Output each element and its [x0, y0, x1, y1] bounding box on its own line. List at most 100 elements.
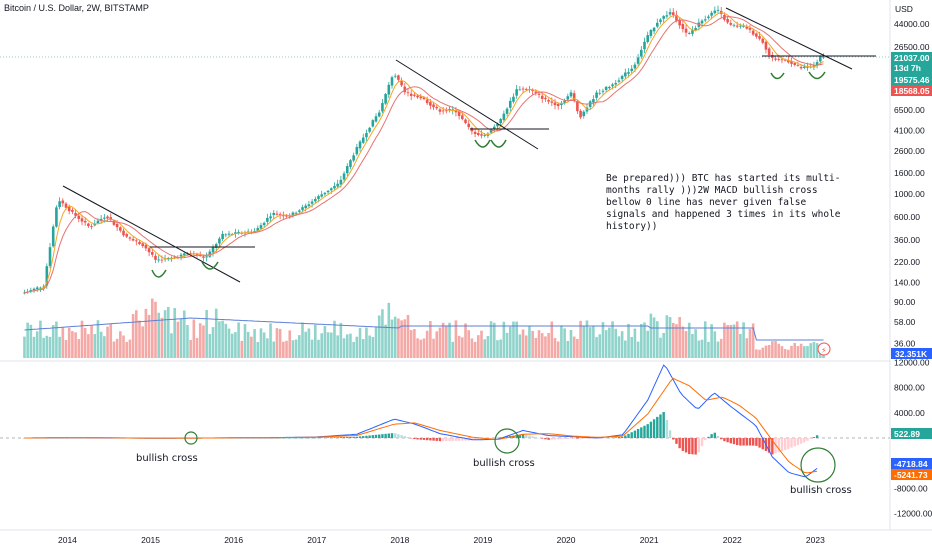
macd-hist-bar — [400, 435, 403, 438]
macd-hist-bar — [368, 435, 371, 438]
macd-hist-bar — [553, 438, 557, 440]
volume-bar — [636, 341, 640, 358]
candle-body — [294, 212, 298, 214]
volume-bar — [528, 325, 531, 358]
volume-bar — [560, 325, 563, 358]
candle-body — [262, 222, 266, 226]
candle-body — [390, 77, 394, 86]
alert-icon-glyph[interactable]: ⚡ — [821, 346, 827, 355]
price-tick-label: 90.00 — [894, 297, 916, 307]
volume-bar — [42, 337, 45, 358]
volume-bar — [106, 326, 109, 358]
candle-body — [87, 223, 90, 227]
macd-hist-bar — [432, 438, 435, 441]
note-line-2: months rally )))2W MACD bullish cross — [606, 185, 818, 196]
volume-bar — [473, 341, 477, 358]
macd-hist-bar — [694, 438, 697, 455]
candle-body — [342, 173, 346, 180]
candle-body — [339, 179, 343, 185]
macd-hist-bar — [381, 434, 384, 438]
volume-bar — [739, 333, 742, 358]
last-price-tag — [891, 52, 932, 74]
volume-bar — [288, 330, 292, 358]
volume-bar — [291, 340, 295, 358]
candle-body — [352, 155, 355, 161]
time-tick-label: 2018 — [390, 535, 409, 545]
macd-hist-bar — [473, 438, 477, 441]
volume-bar — [572, 336, 576, 358]
candle-body — [432, 104, 435, 108]
macd-hist-bar — [330, 437, 333, 438]
candle-body — [400, 81, 403, 86]
macd-hist-bar — [550, 438, 554, 440]
macd-hist-bar — [569, 438, 573, 439]
macd-hist-bar — [435, 438, 438, 441]
candle-body — [636, 57, 640, 64]
volume-bar — [77, 339, 81, 358]
volume-bar — [534, 337, 538, 358]
cross-circle-1 — [184, 431, 198, 445]
candle-body — [643, 41, 646, 50]
candle-body — [755, 33, 758, 37]
ma-tag-1 — [891, 74, 932, 85]
candle-body — [655, 22, 659, 27]
candle-body — [547, 99, 550, 102]
volume-bar — [230, 333, 234, 358]
volume-bar — [576, 338, 579, 358]
candle-body — [35, 287, 39, 290]
volume-bar — [601, 322, 605, 358]
candle-body — [67, 206, 71, 212]
candle-body — [266, 217, 269, 222]
last-price-tag-text: 21037.00 — [894, 53, 930, 63]
candle-body — [119, 227, 122, 231]
cross-circle-3 — [800, 447, 836, 483]
macd-hist-bar — [390, 433, 394, 438]
candle-body — [272, 212, 276, 216]
candle-body — [681, 24, 685, 30]
macd-hist-bar — [566, 438, 569, 439]
volume-bar — [671, 322, 675, 358]
candle-body — [553, 102, 557, 106]
macd-hist-bar — [518, 434, 522, 438]
alert-icon — [817, 342, 831, 356]
candle-body — [492, 126, 496, 130]
macd-hist-bar — [445, 438, 448, 442]
candle-body — [77, 215, 81, 219]
volume-bar — [505, 332, 509, 358]
volume-bar — [253, 329, 256, 358]
macd-hist-bar — [349, 436, 352, 438]
volume-bar — [467, 330, 471, 358]
candle-body — [96, 220, 100, 224]
macd-hist-bar — [803, 438, 806, 443]
volume-bar — [486, 336, 490, 358]
volume-bar — [409, 330, 413, 358]
macd-tick-label: 8000.00 — [894, 383, 925, 393]
volume-bar — [454, 320, 458, 358]
macd-hist-bar — [457, 438, 461, 441]
macd-hist-bar — [633, 430, 637, 438]
macd-hist-bar — [688, 438, 691, 455]
volume-bar — [748, 329, 752, 358]
candle-body — [173, 257, 176, 259]
macd-hist-bar — [748, 438, 752, 446]
candle-body — [620, 75, 624, 80]
macd-hist-bar — [582, 438, 585, 439]
candle-body — [326, 190, 330, 193]
macd-hist-bar — [371, 435, 375, 438]
candle-body — [767, 48, 771, 55]
macd-tags: 522.89 -4718.84-5241.73 — [891, 428, 932, 480]
candle-body — [438, 109, 442, 112]
macd-histogram — [23, 412, 819, 455]
candle-body — [387, 84, 391, 95]
volume-bar — [694, 329, 697, 358]
macd-tag — [891, 469, 932, 480]
candle-body — [604, 86, 608, 90]
macd-hist-bar — [352, 436, 355, 438]
macd-hist-bar — [656, 416, 659, 438]
arc-6 — [808, 71, 826, 80]
volume-bar — [585, 320, 589, 358]
macd-hist-bar — [790, 438, 793, 448]
volume-bar — [547, 332, 550, 358]
